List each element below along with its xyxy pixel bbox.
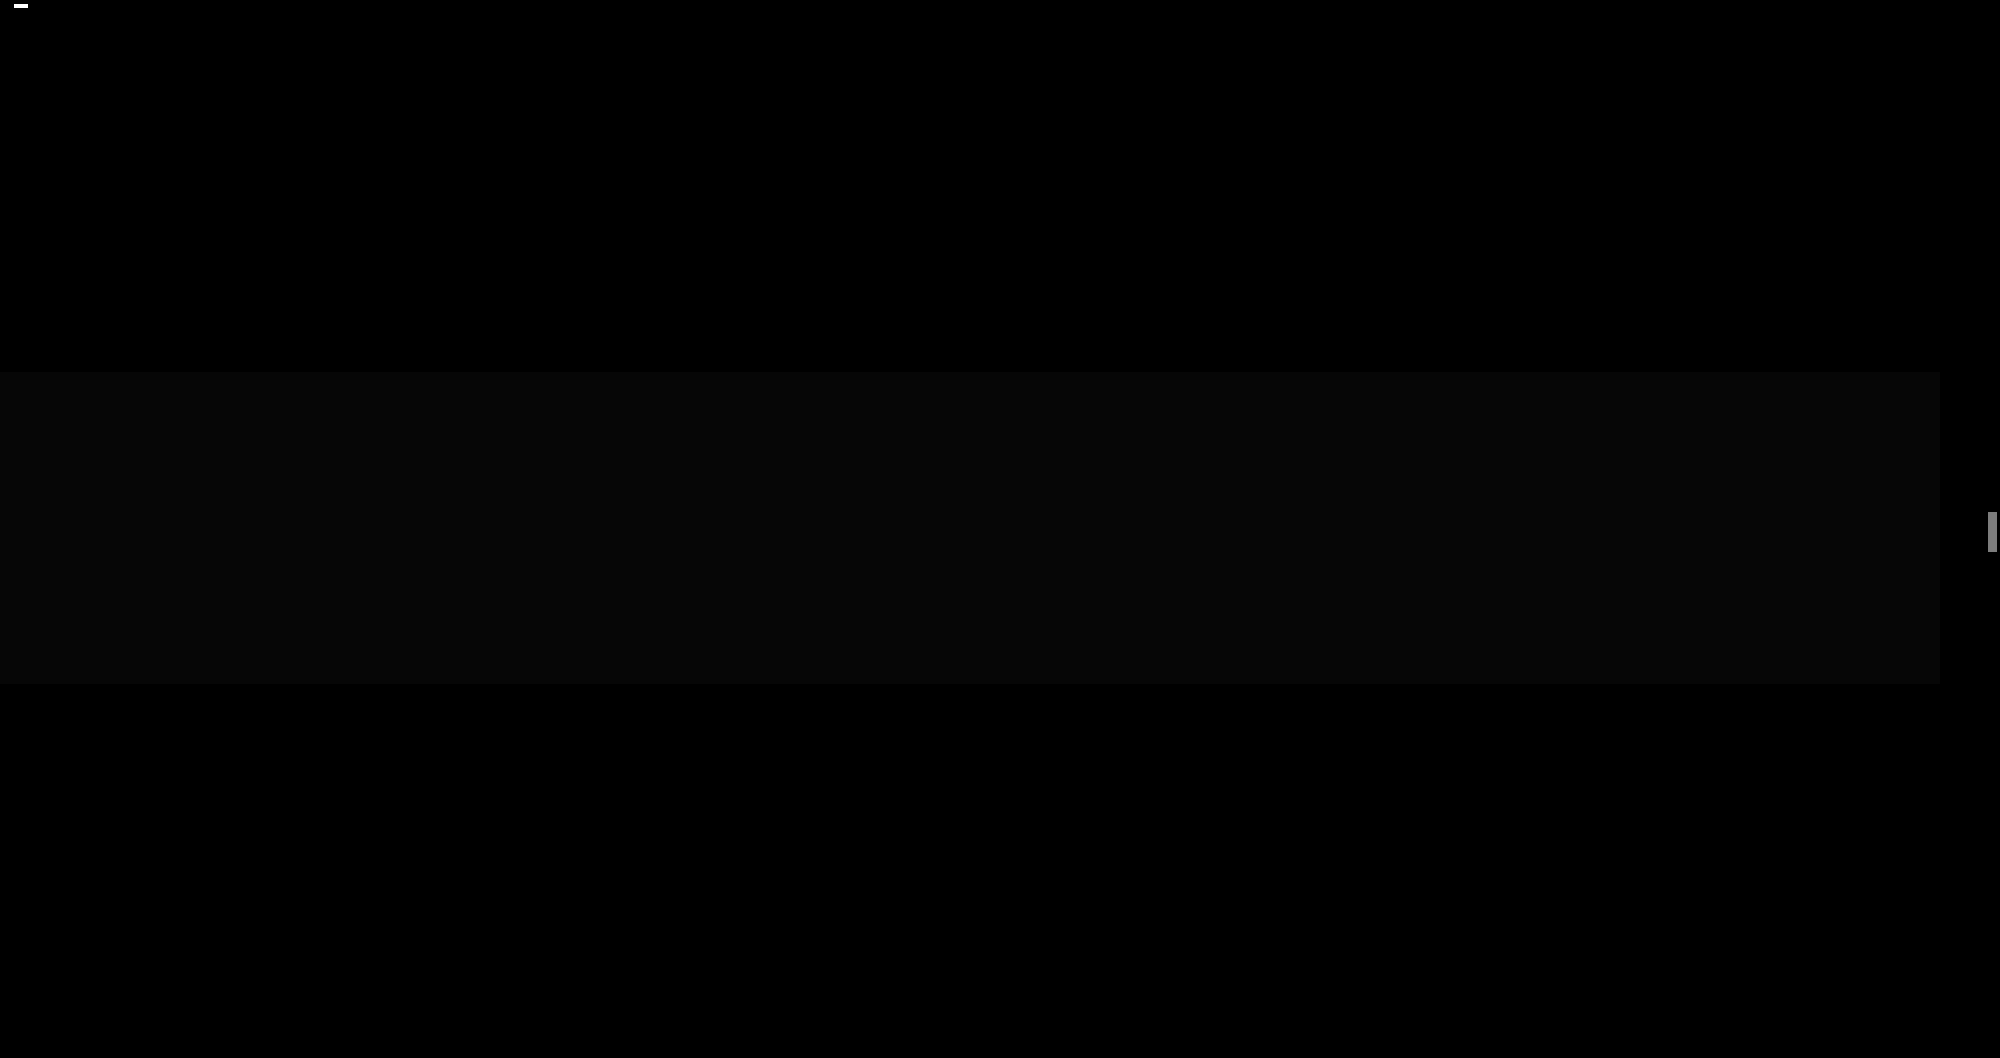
axial-slices-strip — [0, 372, 1940, 684]
colorbar-zero-band — [1988, 512, 1997, 552]
figure-title — [14, 4, 28, 8]
